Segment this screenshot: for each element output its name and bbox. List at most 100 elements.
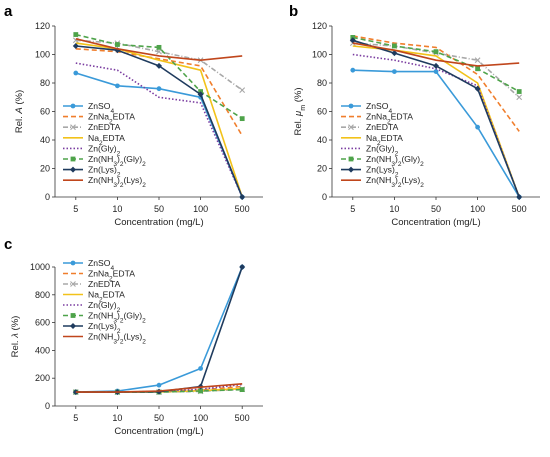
y-tick-label: 0 [45,192,50,202]
series-8 [352,42,520,67]
series-5 [75,62,243,198]
chart-panel-b: b 0 20 40 60 80 100 120 5 10 50 100 500 Concentration… [289,3,540,228]
y-tick-label: 60 [317,107,327,117]
panel-letter: a [4,3,13,20]
legend-label: ZnNa2EDTA [366,112,413,126]
legend-marker [348,156,354,162]
x-tick-label: 100 [193,204,208,214]
data-point [73,70,79,76]
data-point [391,50,398,57]
y-tick-label: 60 [40,107,50,117]
legend: ZnSO4ZnNa2EDTAZnEDTANa2EDTAZn(Gly)2Zn(NH… [341,101,424,189]
legend-label: Zn(Lys)2 [88,165,121,179]
legend: ZnSO4ZnNa2EDTAZnEDTANa2EDTAZn(Gly)2Zn(NH… [63,101,146,189]
x-tick-label: 500 [235,204,250,214]
y-tick-label: 80 [317,78,327,88]
series-2 [75,48,243,137]
data-point [433,49,439,55]
series-7 [349,37,523,200]
legend-label: Na2EDTA [88,133,125,147]
legend-label: Zn(NH3)2(Lys)2 [88,332,146,346]
data-point [73,32,79,37]
legend-label: Zn(Lys)2 [366,165,399,179]
panel-letter: c [4,236,12,253]
x-axis-label: Concentration (mg/L) [391,217,480,228]
x-tick-label: 10 [112,204,122,214]
legend-marker [70,260,76,266]
legend-marker [70,166,76,173]
x-tick-label: 10 [389,204,399,214]
y-tick-label: 120 [35,21,50,31]
x-tick-label: 50 [154,204,164,214]
data-point [239,264,246,270]
y-tick-label: 120 [312,21,327,31]
x-tick-label: 500 [512,204,527,214]
data-point [197,91,204,98]
series-line [75,42,243,198]
series-4 [75,42,243,198]
legend-marker [70,124,76,131]
data-point [349,37,356,44]
y-tick-label: 0 [45,401,50,411]
legend-marker [70,313,76,318]
series-line [75,48,243,137]
y-tick-label: 200 [35,373,50,383]
data-point [115,42,120,47]
legend-marker [348,103,354,109]
panel-letter: b [289,3,298,20]
y-tick-label: 40 [317,135,327,145]
data-point [239,116,245,122]
series-line [75,383,243,393]
data-point [156,382,162,388]
series-8 [75,383,243,393]
x-tick-label: 50 [431,204,441,214]
legend-marker [70,323,76,329]
data-point [516,194,523,200]
y-tick-label: 100 [35,50,50,60]
x-tick-label: 500 [235,413,250,423]
legend-label: Na2EDTA [366,133,403,147]
chart-panel-c: c 0 200 400 600 800 1000 5 10 50 100 500 Concentrati… [4,236,263,437]
series-8 [75,38,243,62]
legend-label: Zn(Lys)2 [88,321,121,335]
data-point [433,62,439,69]
data-point [516,94,523,101]
y-tick-label: 1000 [30,262,50,272]
y-tick-label: 0 [322,192,327,202]
legend-label: Zn(NH3)2(Lys)2 [366,175,424,189]
data-point [198,388,203,394]
series-line [352,42,520,67]
data-point [392,43,397,49]
x-axis-label: Concentration (mg/L) [114,426,203,437]
series-line [352,35,520,132]
legend-label: Zn(Gly)2 [366,143,399,157]
legend-label: ZnEDTA [88,122,121,132]
x-tick-label: 10 [112,413,122,423]
data-point [239,194,246,200]
x-axis-label: Concentration (mg/L) [114,217,203,228]
legend-label: ZnSO4 [88,101,114,115]
y-tick-label: 800 [35,290,50,300]
legend-label: Zn(Gly)2 [88,143,121,157]
x-tick-label: 100 [470,204,485,214]
data-point [156,86,162,92]
legend-marker [70,103,76,109]
data-point [72,42,79,49]
y-tick-label: 20 [40,164,50,174]
data-point [475,66,480,72]
y-axis-label: Rel. A (%) [14,90,25,133]
legend-label: ZnNa2EDTA [88,112,135,126]
legend-label: Zn(NH3)2(Gly)2 [88,154,146,168]
data-point [516,89,522,94]
data-point [198,366,204,371]
legend-label: Zn(NH3)2(Gly)2 [366,154,424,168]
legend-label: Zn(NH3)2(Gly)2 [88,311,146,325]
legend-label: Zn(Gly)2 [88,300,121,314]
legend: ZnSO4ZnNa2EDTAZnEDTANa2EDTAZn(Gly)2Zn(NH… [63,258,146,345]
y-tick-label: 40 [40,135,50,145]
legend-marker [348,166,354,173]
legend-marker [70,156,76,162]
legend-marker [70,281,76,287]
legend-label: ZnEDTA [366,122,399,132]
